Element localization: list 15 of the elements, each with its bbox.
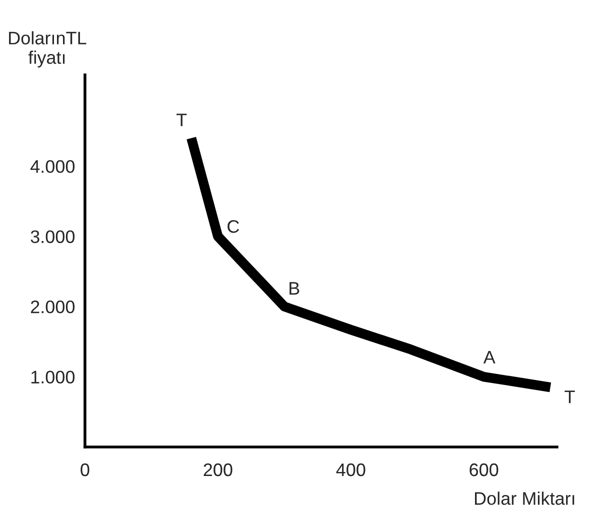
annotation: A bbox=[483, 350, 496, 364]
x-tick-label: 0 bbox=[80, 463, 90, 476]
x-tick-label: 200 bbox=[204, 463, 232, 476]
y-tick-label: 3.000 bbox=[30, 230, 75, 244]
y-tick-label: 2.000 bbox=[30, 300, 75, 314]
y-tick-label: 1.000 bbox=[31, 370, 75, 384]
y-tick-label: 4.000 bbox=[30, 160, 75, 173]
annotation: B bbox=[290, 282, 300, 295]
x-tick-label: 600 bbox=[470, 463, 498, 476]
x-axis-title: Dolar Miktarı bbox=[474, 492, 574, 505]
annotation: T bbox=[564, 390, 575, 404]
y-axis-title: DolarınTL fiyatı bbox=[9, 31, 86, 68]
annotation: T bbox=[176, 114, 187, 126]
x-tick-label: 400 bbox=[336, 463, 366, 476]
annotation: C bbox=[228, 220, 240, 233]
